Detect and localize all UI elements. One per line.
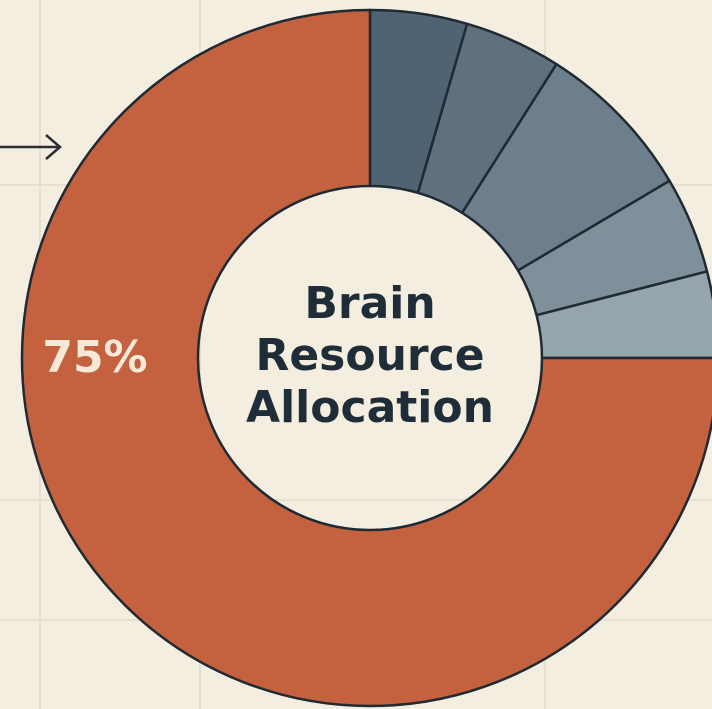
donut-slice	[20, 8, 712, 708]
donut	[20, 8, 712, 708]
center-title: Brain Resource Allocation	[246, 278, 494, 433]
donut-slice	[535, 270, 712, 360]
arrow	[0, 134, 62, 160]
value-label: 75%	[42, 332, 147, 383]
